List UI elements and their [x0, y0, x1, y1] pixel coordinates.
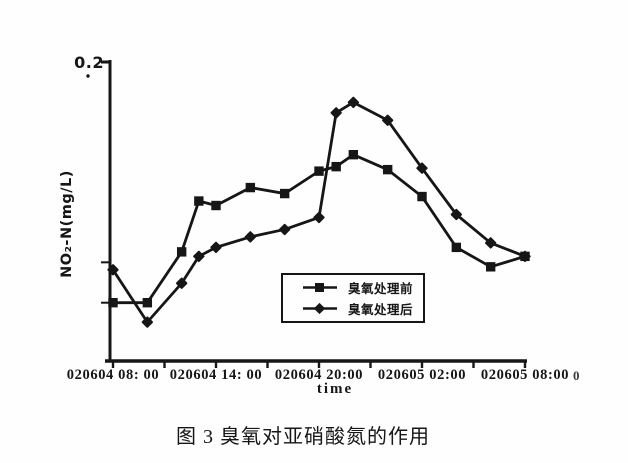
data-point-square-before [451, 242, 462, 253]
data-point-diamond-after [244, 231, 257, 243]
data-point-diamond-after [107, 264, 119, 276]
legend-diamond-marker-icon [303, 303, 337, 315]
legend-entry-after: 臭氧处理后 [302, 299, 423, 318]
legend-label-after: 臭氧处理后 [348, 303, 414, 318]
data-point-diamond-after [278, 223, 291, 236]
data-point-diamond-after [193, 250, 205, 263]
figure-caption: 图 3 臭氧对亚硝酸氮的作用 [176, 426, 430, 448]
data-point-square-before [194, 196, 204, 206]
x-tick-label: 020605 02:00 [377, 367, 467, 383]
data-point-square-before [382, 164, 393, 175]
data-point-diamond-after [313, 211, 325, 224]
scan-noise-dot [86, 74, 90, 78]
x-tick-label: 020604 20:00 [274, 367, 364, 383]
legend-square-marker-icon [303, 282, 337, 292]
data-point-square-before [331, 161, 341, 172]
data-point-diamond-after [381, 114, 394, 126]
data-point-square-before [417, 191, 427, 202]
x-tick-label: 020604 14: 00 [169, 367, 263, 383]
data-point-square-before [279, 188, 290, 199]
y-axis-title: NO₂-N(mg/L) [59, 170, 75, 278]
data-point-square-before [485, 262, 496, 272]
data-point-diamond-after [416, 162, 428, 174]
data-point-square-before [211, 200, 221, 211]
data-point-square-before [176, 247, 187, 257]
x-tick-label: 020604 08: 00 [66, 367, 160, 383]
y-axis-tick-label: 0.2 [74, 53, 104, 72]
scan-artifact-text: 0 [573, 368, 580, 383]
x-axis-title: time [316, 381, 354, 397]
data-point-diamond-after [519, 250, 531, 263]
data-point-diamond-after [347, 96, 360, 109]
data-point-square-before [142, 297, 153, 308]
data-point-square-before [245, 182, 256, 193]
x-tick-label: 020605 08:00 [480, 367, 570, 383]
data-point-diamond-after [175, 277, 188, 289]
data-point-diamond-after [450, 208, 463, 221]
data-point-square-before [348, 149, 359, 160]
legend-entry-before: 臭氧处理前 [302, 278, 423, 297]
data-point-diamond-after [330, 107, 342, 119]
legend-label-before: 臭氧处理前 [348, 281, 414, 296]
legend: 臭氧处理前 臭氧处理后 [281, 273, 425, 323]
data-point-diamond-after [141, 316, 154, 328]
data-point-square-before [314, 166, 324, 176]
data-point-diamond-after [210, 241, 222, 254]
data-point-diamond-after [484, 237, 497, 249]
data-point-square-before [108, 297, 118, 308]
